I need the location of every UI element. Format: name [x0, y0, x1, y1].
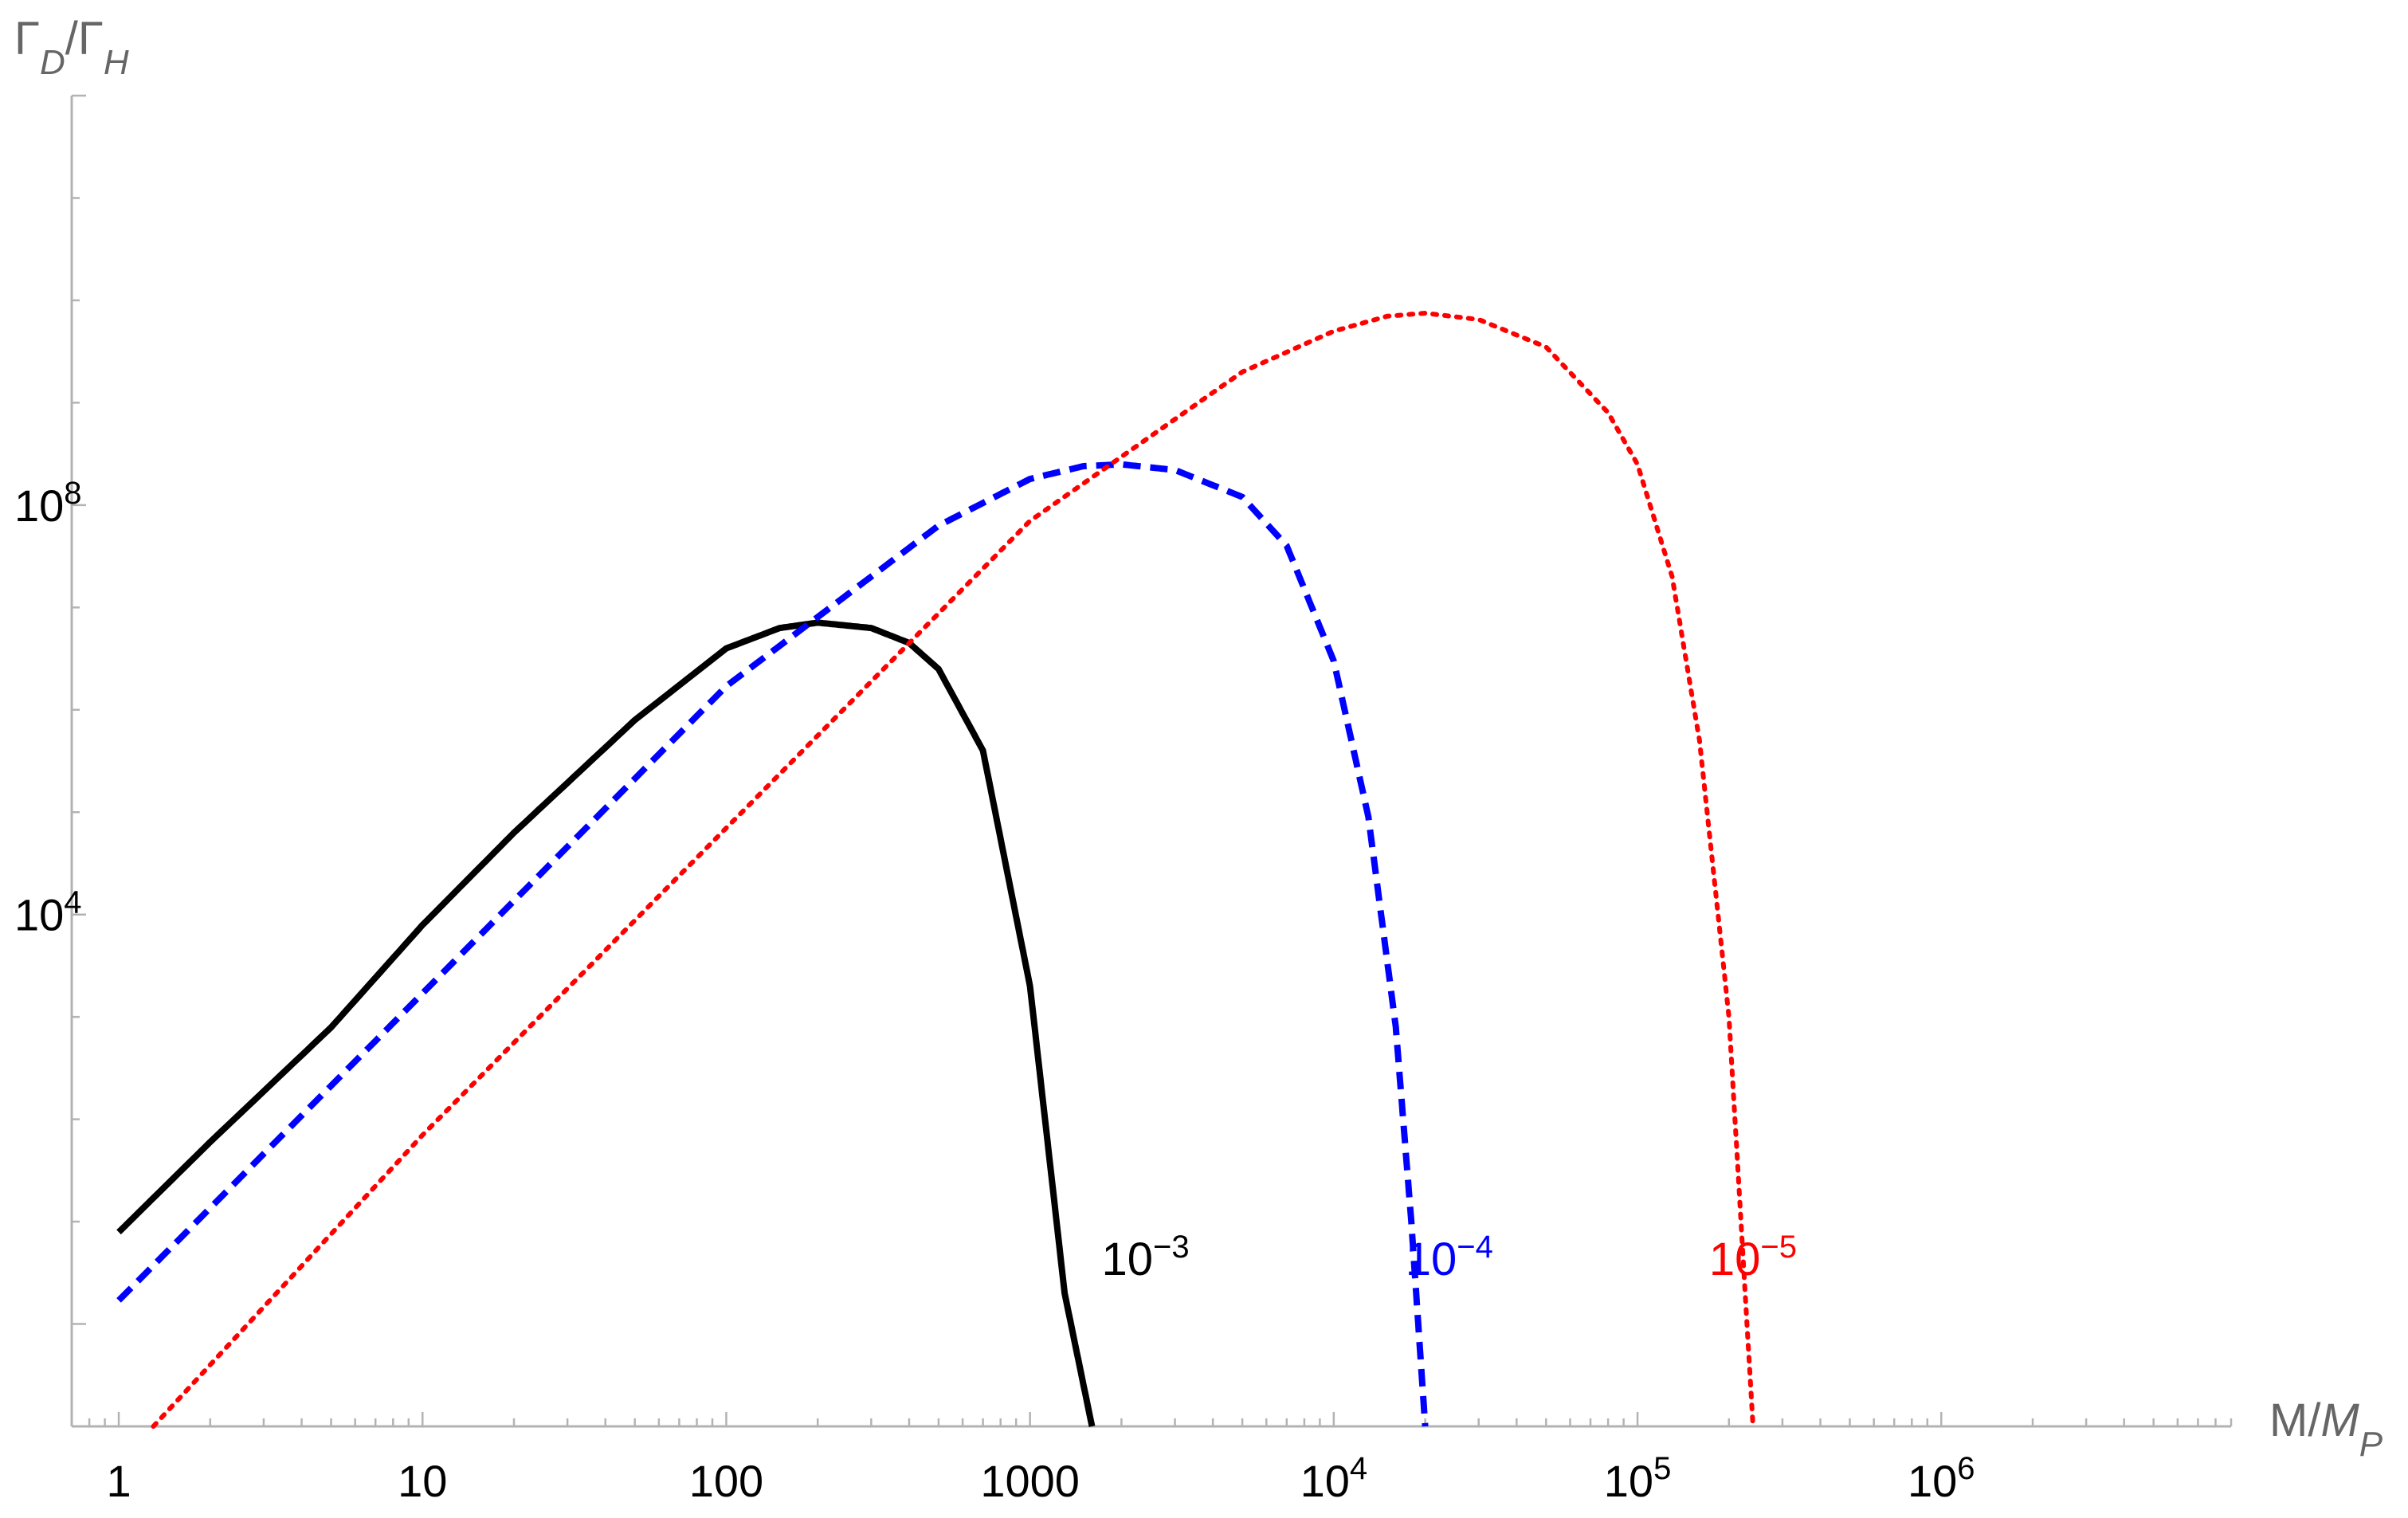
y-axis-title: ΓD/ΓH	[14, 13, 129, 82]
series-line-2	[151, 311, 1755, 1429]
x-tick-label: 105	[1604, 1451, 1672, 1506]
series-line-0	[116, 619, 1096, 1427]
series-label-1: 10−4	[1406, 1230, 1493, 1285]
axes	[70, 96, 2231, 1428]
series-label-0: 10−3	[1102, 1230, 1190, 1285]
x-axis-title: M/MP	[2269, 1394, 2383, 1464]
x-tick-label: 1000	[980, 1456, 1080, 1506]
x-tick-label: 104	[1300, 1451, 1368, 1506]
x-tick-label: 1	[106, 1456, 131, 1506]
tick-marks	[70, 94, 2233, 1428]
series-label-2: 10−5	[1709, 1230, 1797, 1285]
series-line-1	[116, 461, 1429, 1427]
x-tick-label: 10	[398, 1456, 447, 1506]
y-tick-label: 104	[14, 885, 82, 940]
x-tick-label: 100	[689, 1456, 763, 1506]
series-group: 10−3 10−4 10−5	[116, 311, 1797, 1429]
x-tick-label: 106	[1908, 1451, 1975, 1506]
y-tick-label: 108	[14, 476, 82, 531]
tick-labels: 1 10 100 1000 104 105 106 104 108	[14, 476, 1975, 1506]
